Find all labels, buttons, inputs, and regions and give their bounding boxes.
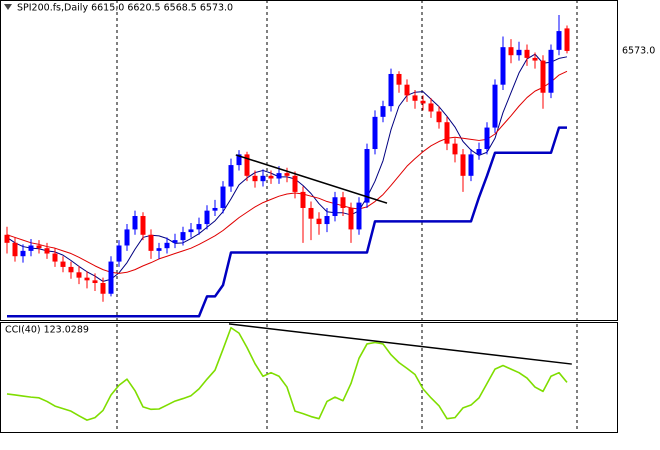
- candle-body: [52, 253, 58, 262]
- candle-body: [220, 186, 226, 208]
- candle-body: [292, 175, 298, 192]
- candle-body: [388, 73, 394, 107]
- candle-body: [284, 173, 290, 176]
- candle-body: [308, 207, 314, 219]
- candle-body: [156, 248, 162, 251]
- candle-body: [268, 175, 274, 179]
- candle-body: [132, 216, 138, 230]
- candle-body: [28, 245, 34, 251]
- current-price-label: 6573.0: [622, 45, 655, 56]
- candle-body: [244, 154, 250, 176]
- candle-body: [44, 248, 50, 254]
- candle-body: [420, 100, 426, 104]
- indicator-line: [6, 326, 568, 421]
- candle-body: [92, 280, 98, 284]
- candle-body: [228, 165, 234, 187]
- candle-body: [68, 266, 74, 273]
- candle-body: [372, 116, 378, 150]
- candle-body: [396, 73, 402, 85]
- candle-body: [548, 49, 554, 93]
- candle-body: [164, 242, 170, 249]
- candle-body: [380, 106, 386, 117]
- candle-body: [436, 111, 442, 123]
- candle-body: [476, 149, 482, 155]
- candle-body: [36, 245, 42, 249]
- candle-body: [108, 261, 114, 294]
- candle-body: [172, 240, 178, 243]
- candle-body: [60, 261, 66, 267]
- chart-title: SPI200.fs,Daily 6615.0 6620.5 6568.5 657…: [17, 3, 233, 14]
- candle-body: [148, 234, 154, 251]
- candle-body: [212, 207, 218, 211]
- candle-body: [316, 218, 322, 225]
- candle-body: [324, 216, 330, 225]
- candle-body: [260, 175, 266, 182]
- candle-body: [188, 229, 194, 233]
- candle-body: [460, 154, 466, 176]
- candle-body: [524, 49, 530, 58]
- candle-body: [204, 210, 210, 225]
- candle-body: [4, 234, 10, 243]
- candle-body: [252, 175, 258, 182]
- candle-body: [332, 197, 338, 217]
- candle-body: [140, 216, 146, 235]
- candle-body: [276, 173, 282, 179]
- candle-body: [484, 127, 490, 150]
- candle-body: [76, 272, 82, 278]
- candle-body: [468, 154, 474, 176]
- candle-body: [532, 57, 538, 61]
- candle-body: [508, 47, 514, 56]
- overlay-line: [6, 70, 568, 274]
- candle-body: [84, 277, 90, 281]
- candle-body: [540, 60, 546, 93]
- candle-body: [356, 202, 362, 230]
- plot-layer: [4, 15, 572, 421]
- candle-body: [300, 191, 306, 208]
- candle-body: [444, 122, 450, 144]
- candle-body: [348, 207, 354, 230]
- candle-body: [500, 47, 506, 85]
- candle-body: [180, 232, 186, 241]
- month-separators: [116, 0, 578, 432]
- indicator-title: CCI(40) 123.0289: [5, 325, 89, 336]
- candle-body: [516, 49, 522, 56]
- candle-body: [564, 28, 570, 51]
- candle-body: [404, 84, 410, 96]
- candle-body: [196, 224, 202, 230]
- candle-body: [364, 149, 370, 203]
- candle-body: [452, 143, 458, 155]
- candle-body: [100, 283, 106, 294]
- candle-body: [428, 103, 434, 112]
- main-panel-frame: [0, 0, 618, 321]
- cci-panel-frame: [0, 322, 618, 433]
- trendline: [235, 154, 388, 204]
- candle-body: [340, 197, 346, 208]
- candle-body: [12, 242, 18, 257]
- candle-body: [412, 95, 418, 101]
- trendline: [228, 323, 572, 365]
- candle-body: [124, 229, 130, 246]
- candle-body: [556, 31, 562, 50]
- candle-body: [236, 154, 242, 166]
- label-layer: 6573.0: [622, 45, 655, 56]
- candle-body: [20, 250, 26, 257]
- overlay-line: [7, 126, 567, 318]
- candle-body: [492, 84, 498, 128]
- chart-icon: [4, 4, 12, 10]
- candle-body: [116, 245, 122, 262]
